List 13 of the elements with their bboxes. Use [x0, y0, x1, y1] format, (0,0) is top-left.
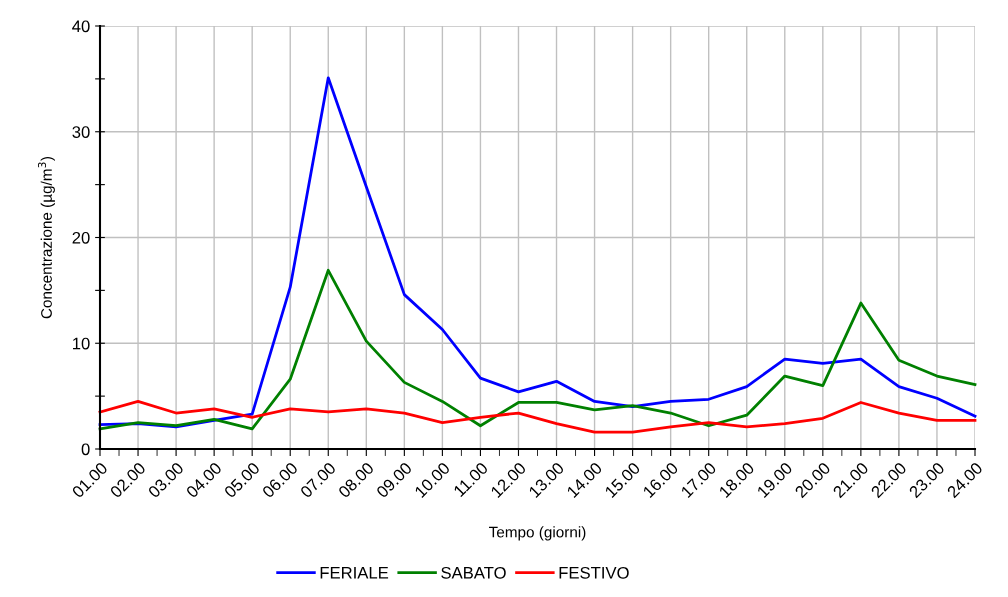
legend-label: FESTIVO: [559, 566, 629, 579]
y-tick-label: 40: [72, 20, 90, 33]
y-tick-label: 0: [81, 443, 90, 456]
legend-label: FERIALE: [320, 567, 389, 579]
line-series: [98, 268, 977, 431]
y-tick-label: 10: [73, 337, 90, 350]
line-series: [98, 76, 977, 429]
legend-label: SABATO: [441, 566, 506, 579]
line-series: [98, 400, 977, 434]
y-axis-title: Concentrazione (µg/m$^{3}$): [37, 156, 55, 319]
y-tick-label: 30: [72, 126, 90, 138]
y-tick-label: 20: [72, 231, 90, 244]
x-axis-title: Tempo (giorni): [489, 526, 586, 541]
